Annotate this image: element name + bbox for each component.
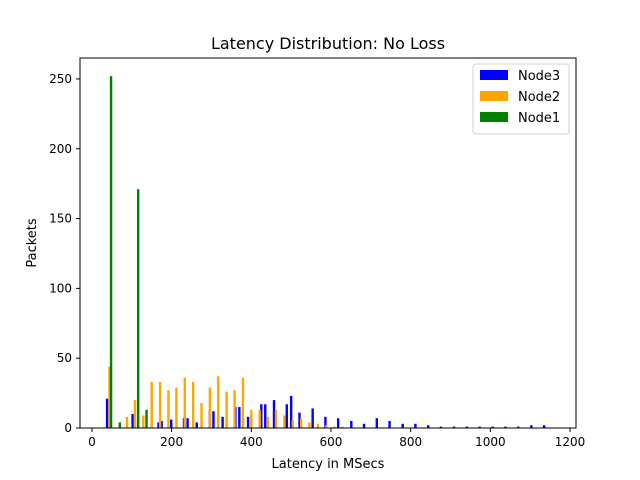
bar-node2-23 [299,418,303,428]
y-tick-label-250: 250 [49,72,72,86]
bar-node2-26 [325,425,328,428]
bar-node2-6 [158,381,162,428]
bar-node2-10 [191,381,195,428]
bar-node3-19 [375,418,378,428]
bar-node3-9 [246,416,250,428]
x-axis-label: Latency in MSecs [272,457,385,472]
bar-node2-11 [200,402,203,428]
bar-node3-20 [388,421,391,428]
bar-node3-27 [478,426,481,428]
legend-swatch-node2 [480,91,508,101]
bar-node2-24 [308,422,311,428]
bar-node1-2 [136,189,140,428]
bar-node3-16 [336,418,340,428]
legend: Node3 Node2 Node1 [472,63,570,135]
x-tick-label-0: 0 [88,435,96,449]
bar-node3-26 [465,426,469,428]
bar-node3-1 [131,414,134,428]
bar-node1-3 [145,409,148,428]
bar-node2-13 [217,376,220,428]
bar-node2-19 [266,416,270,428]
bar-node3-29 [504,426,507,428]
y-ticks: 0 50 100 150 200 250 [49,72,80,435]
x-ticks: 0 200 400 600 800 1000 1200 [88,428,585,449]
x-tick-label-1200: 1200 [555,435,586,449]
bar-node3-14 [311,408,314,428]
bar-node3-11 [272,400,276,428]
bar-node1-0 [109,76,113,429]
bar-node1-1 [118,422,122,428]
x-tick-label-1000: 1000 [475,435,506,449]
bar-node3-2 [157,422,160,428]
bar-node2-18 [258,409,261,428]
bar-node3-32 [542,425,546,428]
bar-node2-9 [183,377,186,428]
bar-node2-27 [332,426,336,428]
bar-node3-28 [491,426,494,428]
y-axis-label: Packets [25,218,40,268]
bar-node3-10 [260,404,263,428]
bar-node2-8 [175,387,178,428]
x-tick-label-200: 200 [160,435,183,449]
bar-node3-12 [285,404,288,428]
y-tick-label-100: 100 [49,281,72,295]
bars-layer [105,76,546,429]
bar-node2-28 [341,426,344,428]
bar-node3-31 [530,425,533,428]
bar-node2-7 [167,390,170,428]
bar-node3-36 [238,407,241,428]
x-tick-label-400: 400 [240,435,263,449]
bar-node3-35 [212,411,215,428]
y-tick-label-200: 200 [49,142,72,156]
bar-node3-23 [427,425,430,428]
bar-node3-25 [452,426,456,428]
bar-node3-21 [401,423,404,428]
bar-node2-14 [225,391,228,428]
legend-swatch-node3 [480,70,508,80]
x-tick-label-800: 800 [399,435,422,449]
legend-label-node1: Node1 [518,111,560,126]
bar-node3-22 [414,423,417,428]
bar-node2-20 [274,409,278,428]
bar-node2-5 [150,381,153,428]
y-tick-label-50: 50 [57,351,72,365]
bar-node3-7 [221,416,224,428]
bar-node2-3 [133,400,137,428]
chart-title: Latency Distribution: No Loss [211,34,445,53]
y-tick-label-0: 0 [64,421,72,435]
bar-node2-2 [125,416,129,428]
bar-node2-17 [250,409,253,428]
bar-node3-33 [160,421,163,428]
bar-node3-15 [324,416,327,428]
bar-node2-21 [283,415,286,428]
bar-node2-15 [233,390,236,428]
bar-node3-38 [289,395,293,428]
bar-node3-13 [298,412,301,428]
plot-frame [79,57,577,429]
legend-label-node2: Node2 [518,90,560,105]
bar-node3-5 [195,422,198,428]
bar-node2-25 [316,423,320,428]
bar-node3-30 [517,426,520,428]
bar-node3-3 [170,419,173,428]
bar-node3-24 [439,426,443,428]
bar-node2-0 [108,366,111,428]
bar-node3-37 [264,404,267,428]
x-tick-label-600: 600 [320,435,343,449]
bar-node3-18 [362,423,366,428]
bar-node2-22 [291,419,294,428]
bar-node2-16 [241,377,245,428]
bar-node2-4 [142,415,145,428]
bar-node3-34 [186,418,189,428]
bar-node3-0 [105,398,109,428]
bar-node2-12 [208,387,212,428]
legend-swatch-node1 [480,112,508,122]
legend-label-node3: Node3 [518,69,560,84]
bar-node3-17 [350,421,353,428]
y-tick-label-150: 150 [49,212,72,226]
